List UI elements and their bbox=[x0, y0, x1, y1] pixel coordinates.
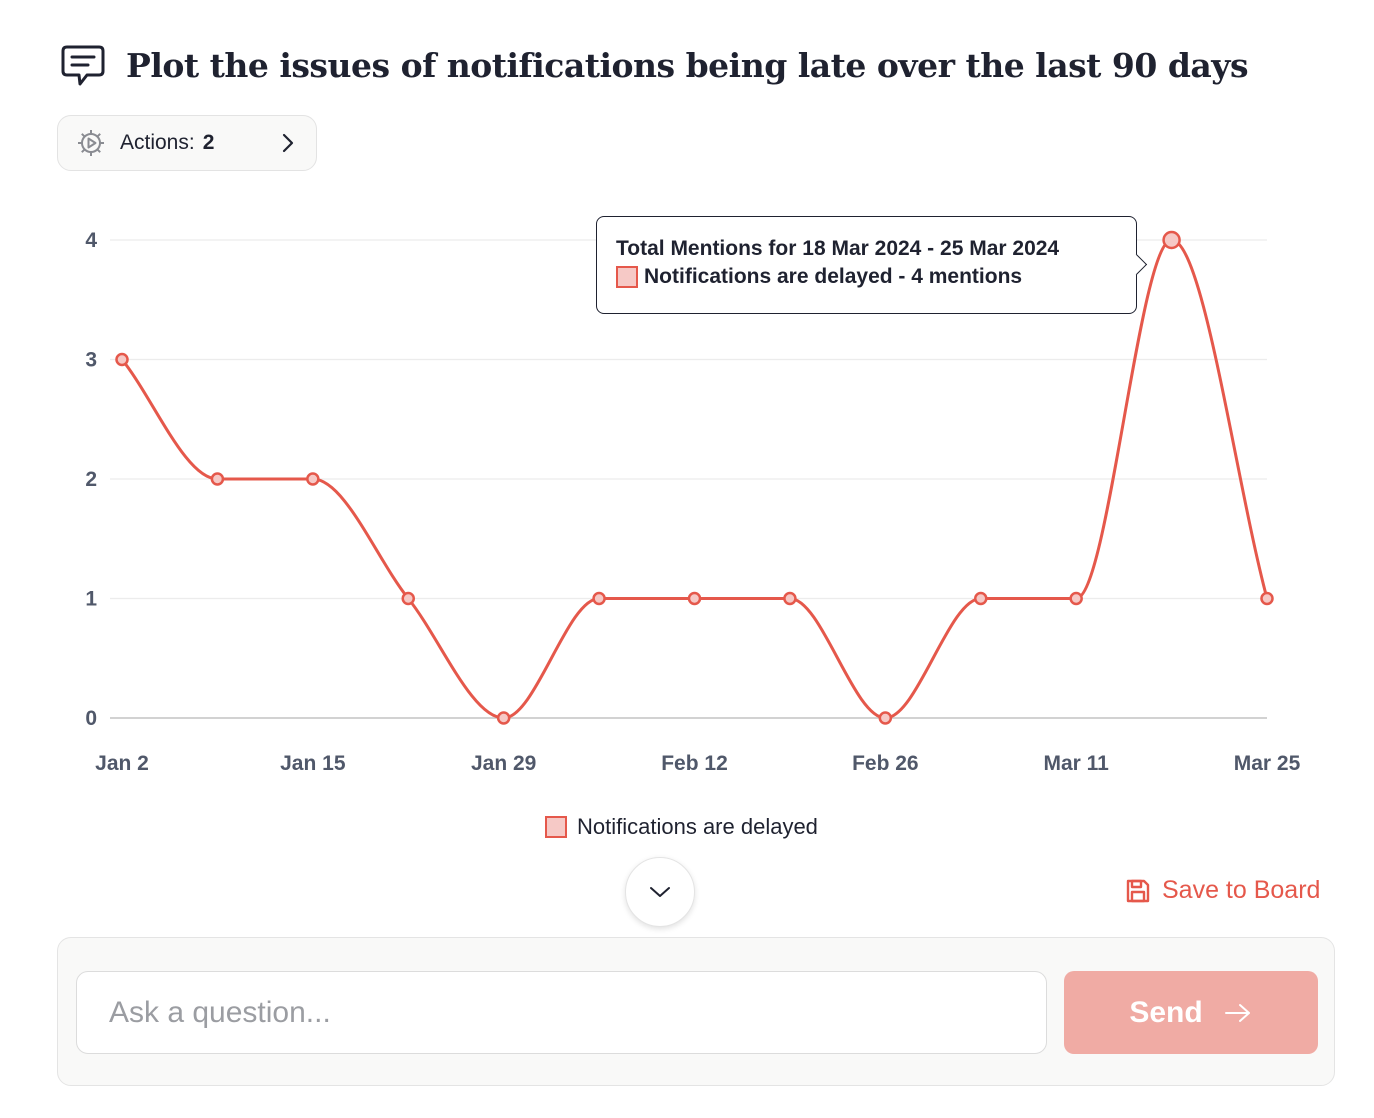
floppy-disk-icon bbox=[1126, 879, 1150, 902]
data-point bbox=[115, 352, 129, 367]
y-tick-label: 3 bbox=[85, 349, 97, 372]
send-button[interactable]: Send bbox=[1064, 971, 1318, 1054]
actions-count: 2 bbox=[202, 131, 215, 154]
x-tick-label: Feb 12 bbox=[661, 752, 728, 775]
y-tick-label: 0 bbox=[85, 707, 97, 730]
tooltip-swatch bbox=[616, 266, 638, 288]
tooltip-row-text: Notifications are delayed - 4 mentions bbox=[644, 265, 1023, 288]
page-title: Plot the issues of notifications being l… bbox=[126, 45, 1249, 85]
x-tick-label: Mar 25 bbox=[1234, 752, 1301, 775]
chevron-down-icon bbox=[650, 887, 670, 897]
data-point bbox=[210, 472, 225, 486]
save-to-board-label: Save to Board bbox=[1162, 876, 1321, 904]
actions-label: Actions: bbox=[120, 131, 195, 154]
series-line-notifications-delayed bbox=[120, 238, 1269, 720]
ask-question-input[interactable] bbox=[76, 971, 1047, 1054]
actions-button[interactable]: Actions: 2 bbox=[57, 115, 317, 171]
header: Plot the issues of notifications being l… bbox=[58, 40, 1249, 90]
data-point bbox=[1069, 591, 1083, 606]
x-tick-label: Mar 11 bbox=[1043, 752, 1109, 775]
x-tick-label: Jan 2 bbox=[95, 752, 149, 775]
arrow-right-icon bbox=[1224, 1003, 1250, 1022]
chart-tooltip: Total Mentions for 18 Mar 2024 - 25 Mar … bbox=[596, 216, 1148, 314]
ask-panel: Send bbox=[57, 937, 1335, 1086]
x-tick-label: Jan 29 bbox=[471, 752, 536, 775]
data-point bbox=[401, 591, 415, 606]
y-tick-label: 2 bbox=[85, 468, 97, 491]
save-to-board-button[interactable]: Save to Board bbox=[1124, 876, 1320, 905]
data-point bbox=[783, 591, 797, 606]
tooltip-row: Notifications are delayed - 4 mentions bbox=[616, 265, 1118, 289]
y-tick-label: 4 bbox=[85, 229, 97, 252]
line-chart: 0 1 2 3 4 Jan 2 Jan 15 Jan 29 Feb 12 Feb 26 Mar 1… bbox=[85, 229, 1301, 775]
chevron-right-icon bbox=[282, 133, 294, 153]
gear-play-icon bbox=[78, 130, 104, 156]
legend-label: Notifications are delayed bbox=[577, 814, 818, 839]
collapse-button[interactable] bbox=[625, 857, 695, 927]
data-point bbox=[974, 591, 988, 606]
data-point bbox=[1260, 591, 1274, 606]
data-point bbox=[306, 472, 320, 486]
data-point bbox=[496, 711, 511, 725]
x-tick-label: Feb 26 bbox=[852, 752, 919, 775]
legend-swatch bbox=[545, 816, 567, 838]
data-point-highlighted bbox=[1162, 230, 1181, 250]
y-tick-label: 1 bbox=[85, 588, 97, 611]
chart-legend-item[interactable]: Notifications are delayed bbox=[545, 814, 818, 840]
data-point bbox=[592, 591, 606, 606]
data-point bbox=[687, 591, 702, 606]
data-point bbox=[878, 711, 893, 725]
chat-message-icon bbox=[61, 45, 105, 86]
send-label: Send bbox=[1129, 995, 1203, 1029]
x-tick-label: Jan 15 bbox=[280, 752, 346, 775]
tooltip-title: Total Mentions for 18 Mar 2024 - 25 Mar … bbox=[616, 237, 1060, 260]
